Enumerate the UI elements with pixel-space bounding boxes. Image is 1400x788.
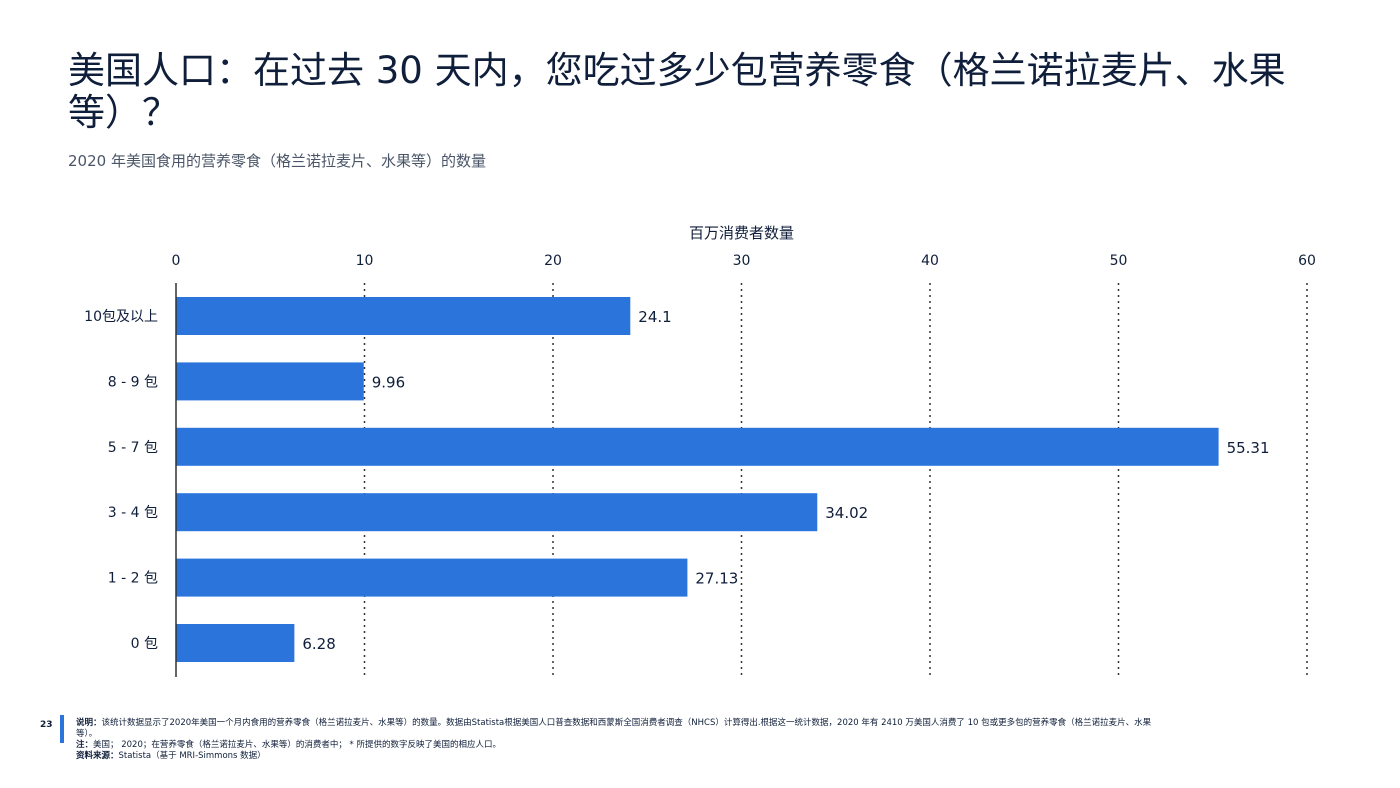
footer: 23 说明：该统计数据显示了2020年美国一个月内食用的营养零食（格兰诺拉麦片、… <box>0 712 1400 772</box>
bar-chart: 百万消费者数量 0 10 20 30 40 50 60 24.1 10包及以上 9.96 8 - 9 … <box>84 224 1316 677</box>
x-tick-label: 0 <box>172 253 181 269</box>
source-label: 资料来源： <box>76 751 119 761</box>
footer-accent-bar <box>60 715 64 743</box>
description-text: 该统计数据显示了2020年美国一个月内食用的营养零食（格兰诺拉麦片、水果等）的数… <box>76 718 1152 739</box>
x-tick-label: 60 <box>1298 253 1316 269</box>
source-line: 资料来源：Statista（基于 MRI-Simmons 数据） <box>76 751 1166 762</box>
bar <box>176 558 688 597</box>
note-text: 美国； 2020；在营养零食（格兰诺拉麦片、水果等）的消费者中； * 所提供的数… <box>93 740 502 750</box>
bar-value-label: 24.1 <box>638 308 671 326</box>
footer-notes: 说明：该统计数据显示了2020年美国一个月内食用的营养零食（格兰诺拉麦片、水果等… <box>76 718 1166 762</box>
bar <box>176 362 364 401</box>
description-label: 说明： <box>76 718 102 728</box>
y-category-label: 5 - 7 包 <box>108 440 158 456</box>
bar-value-label: 27.13 <box>695 570 738 588</box>
note-line: 注：美国； 2020；在营养零食（格兰诺拉麦片、水果等）的消费者中； * 所提供… <box>76 740 1166 751</box>
y-category-label: 0 包 <box>131 636 158 652</box>
bar-value-label: 55.31 <box>1227 439 1270 457</box>
y-category-label: 10包及以上 <box>84 309 158 325</box>
y-category-label: 1 - 2 包 <box>108 571 158 587</box>
bar-value-label: 9.96 <box>372 373 405 391</box>
bar-value-label: 34.02 <box>825 504 868 522</box>
page-number: 23 <box>40 720 53 730</box>
x-tick-label: 20 <box>544 253 562 269</box>
bar <box>176 624 295 662</box>
x-tick-label: 30 <box>733 253 751 269</box>
bar <box>176 297 631 335</box>
bar <box>176 493 818 532</box>
source-text: Statista（基于 MRI-Simmons 数据） <box>118 751 266 761</box>
bar <box>176 427 1219 466</box>
page-subtitle: 2020 年美国食用的营养零食（格兰诺拉麦片、水果等）的数量 <box>68 152 486 170</box>
note-label: 注： <box>76 740 94 750</box>
x-axis-title: 百万消费者数量 <box>689 224 794 242</box>
description-line: 说明：该统计数据显示了2020年美国一个月内食用的营养零食（格兰诺拉麦片、水果等… <box>76 718 1166 740</box>
x-tick-label: 50 <box>1110 253 1128 269</box>
bar-value-label: 6.28 <box>302 635 335 653</box>
y-category-label: 8 - 9 包 <box>108 374 158 390</box>
x-tick-label: 10 <box>356 253 374 269</box>
x-tick-label: 40 <box>921 253 939 269</box>
page-title: 美国人口：在过去 30 天内，您吃过多少包营养零食（格兰诺拉麦片、水果等）？ <box>68 49 1286 134</box>
y-category-label: 3 - 4 包 <box>108 505 158 521</box>
